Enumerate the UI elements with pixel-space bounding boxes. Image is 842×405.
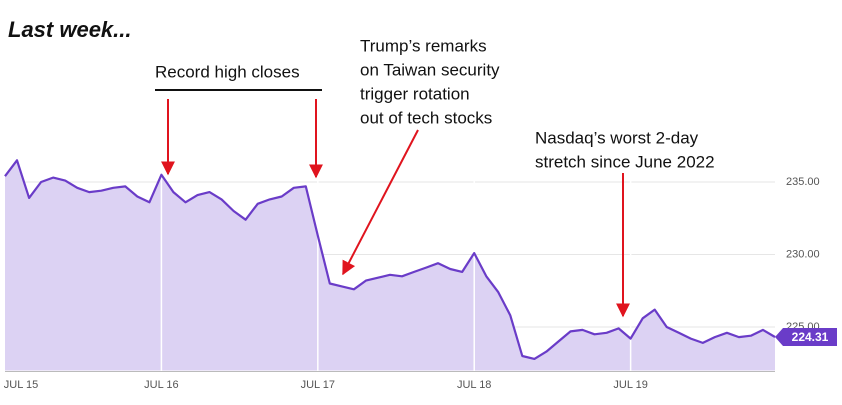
x-tick-label: JUL 17 — [301, 379, 335, 391]
annotation: out of tech stocks — [360, 108, 492, 127]
y-tick-label: 235.00 — [786, 176, 820, 188]
chart-title: Last week... — [8, 17, 132, 42]
annotation: Trump’s remarks — [360, 36, 487, 55]
annotation: on Taiwan security — [360, 60, 500, 79]
last-value-label: 224.31 — [792, 330, 829, 344]
last-value-badge — [775, 328, 837, 347]
line — [4, 159, 776, 360]
area — [5, 160, 775, 371]
annotation: stretch since June 2022 — [535, 152, 715, 171]
x-tick-label: JUL 16 — [144, 379, 178, 391]
x-tick-label: JUL 18 — [457, 379, 491, 391]
annotation: Record high closes — [155, 62, 300, 81]
arrow — [342, 129, 419, 276]
x-tick-label: JUL 19 — [613, 379, 647, 391]
annotation: trigger rotation — [360, 84, 470, 103]
y-tick-label: 230.00 — [786, 248, 820, 260]
plot-area — [4, 95, 776, 372]
annotation: Nasdaq’s worst 2-day — [535, 128, 699, 147]
x-tick-label: JUL 15 — [4, 379, 38, 391]
